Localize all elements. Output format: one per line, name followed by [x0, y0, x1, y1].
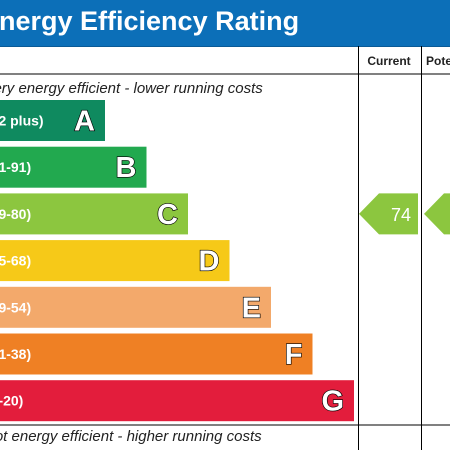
band-g-range: (1-20) — [0, 393, 23, 409]
header-bar: Energy Efficiency Rating — [0, 0, 450, 47]
band-b-bar — [0, 146, 147, 188]
band-c-bar — [0, 193, 188, 235]
band-e-range: (39-54) — [0, 299, 31, 315]
rating-arrows: 7476 — [359, 193, 450, 235]
current-rating-arrow — [359, 193, 418, 235]
band-f-range: (21-38) — [0, 346, 31, 362]
band-a-bar — [0, 100, 105, 141]
band-e-bar — [0, 286, 271, 328]
band-g-bar — [0, 380, 354, 422]
column-header-potential: Potential — [426, 54, 450, 68]
band-b-letter: B — [116, 152, 137, 184]
column-header-current: Current — [367, 54, 410, 68]
rating-bands: (92 plus) A (81-91) B (69-80) C (55-68) D (39-54… — [0, 100, 354, 422]
potential-rating-arrow — [424, 193, 450, 235]
band-f-letter: F — [285, 339, 303, 371]
band-a-range: (92 plus) — [0, 113, 44, 129]
band-f-bar — [0, 333, 313, 375]
band-b-range: (81-91) — [0, 159, 31, 175]
bottom-note: Not energy efficient - higher running co… — [0, 428, 262, 445]
band-d-range: (55-68) — [0, 253, 31, 269]
band-g-letter: G — [321, 386, 344, 418]
band-d-letter: D — [199, 246, 220, 278]
band-d-bar — [0, 240, 230, 282]
band-e-letter: E — [242, 292, 261, 324]
chart-title: Energy Efficiency Rating — [0, 6, 300, 36]
top-note: Very energy efficient - lower running co… — [0, 80, 263, 97]
band-c-letter: C — [157, 199, 178, 231]
band-a-letter: A — [74, 106, 95, 138]
band-c-range: (69-80) — [0, 206, 31, 222]
current-rating-value: 74 — [391, 205, 411, 225]
